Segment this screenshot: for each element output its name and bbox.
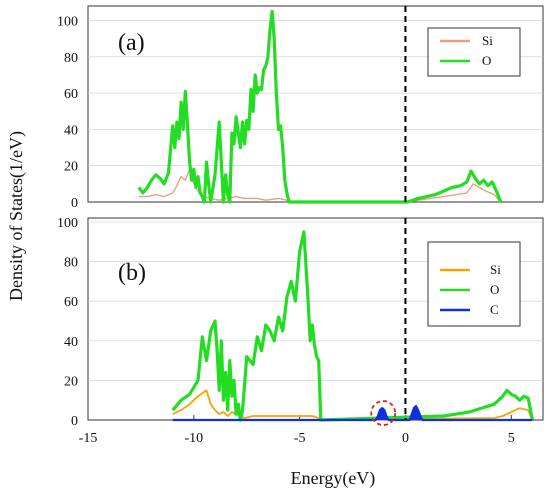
x-tick-label: 0 bbox=[402, 431, 409, 446]
y-tick-label: 0 bbox=[71, 196, 78, 211]
panel-a: 0 20 40 60 80 100 (a) Si O bbox=[57, 5, 544, 211]
legend-o-label: O bbox=[482, 53, 491, 68]
series-o-line bbox=[171, 230, 534, 422]
y-tick-label: 0 bbox=[71, 414, 78, 429]
y-tick-label: 60 bbox=[64, 87, 78, 102]
panel-b-series bbox=[171, 230, 534, 422]
legend-o-label: O bbox=[490, 282, 499, 297]
y-tick-label: 40 bbox=[64, 123, 78, 138]
panel-b-legend: Si O C bbox=[427, 241, 521, 327]
series-si-line bbox=[172, 389, 534, 421]
legend-si-label: Si bbox=[482, 33, 493, 48]
y-tick-label: 80 bbox=[64, 256, 78, 271]
y-tick-label: 80 bbox=[64, 51, 78, 66]
x-tick-label: 5 bbox=[508, 431, 515, 446]
gap-state-highlight-circle bbox=[370, 400, 397, 426]
y-axis-label: Density of States(1/eV) bbox=[6, 131, 27, 301]
legend-si-label: Si bbox=[490, 262, 501, 277]
panel-b-legend-box bbox=[427, 241, 521, 327]
panel-b-y-ticks: 0 20 40 60 80 100 bbox=[57, 216, 78, 429]
panel-b-label: (b) bbox=[118, 260, 146, 286]
y-tick-label: 100 bbox=[57, 15, 78, 30]
series-c-line bbox=[172, 405, 533, 422]
panel-b: 0 20 40 60 80 100 -15 -10 -5 0 5 (b) Si O C bbox=[57, 216, 544, 446]
panel-a-legend: Si O bbox=[427, 27, 521, 77]
legend-c-label: C bbox=[490, 302, 499, 317]
y-tick-label: 40 bbox=[64, 335, 78, 350]
x-tick-label: -5 bbox=[294, 431, 306, 446]
y-tick-label: 100 bbox=[57, 216, 78, 231]
panel-a-legend-box bbox=[427, 27, 521, 77]
panel-a-y-ticks: 0 20 40 60 80 100 bbox=[57, 15, 78, 211]
series-si-line bbox=[138, 168, 502, 203]
series-o-line bbox=[137, 9, 503, 204]
x-axis-label: Energy(eV) bbox=[291, 468, 376, 489]
y-tick-label: 20 bbox=[64, 374, 78, 389]
panel-a-series bbox=[137, 9, 503, 204]
x-tick-label: -10 bbox=[184, 431, 203, 446]
y-tick-label: 60 bbox=[64, 295, 78, 310]
x-tick-label: -15 bbox=[79, 431, 98, 446]
panel-a-label: (a) bbox=[118, 30, 145, 56]
y-tick-label: 20 bbox=[64, 160, 78, 175]
